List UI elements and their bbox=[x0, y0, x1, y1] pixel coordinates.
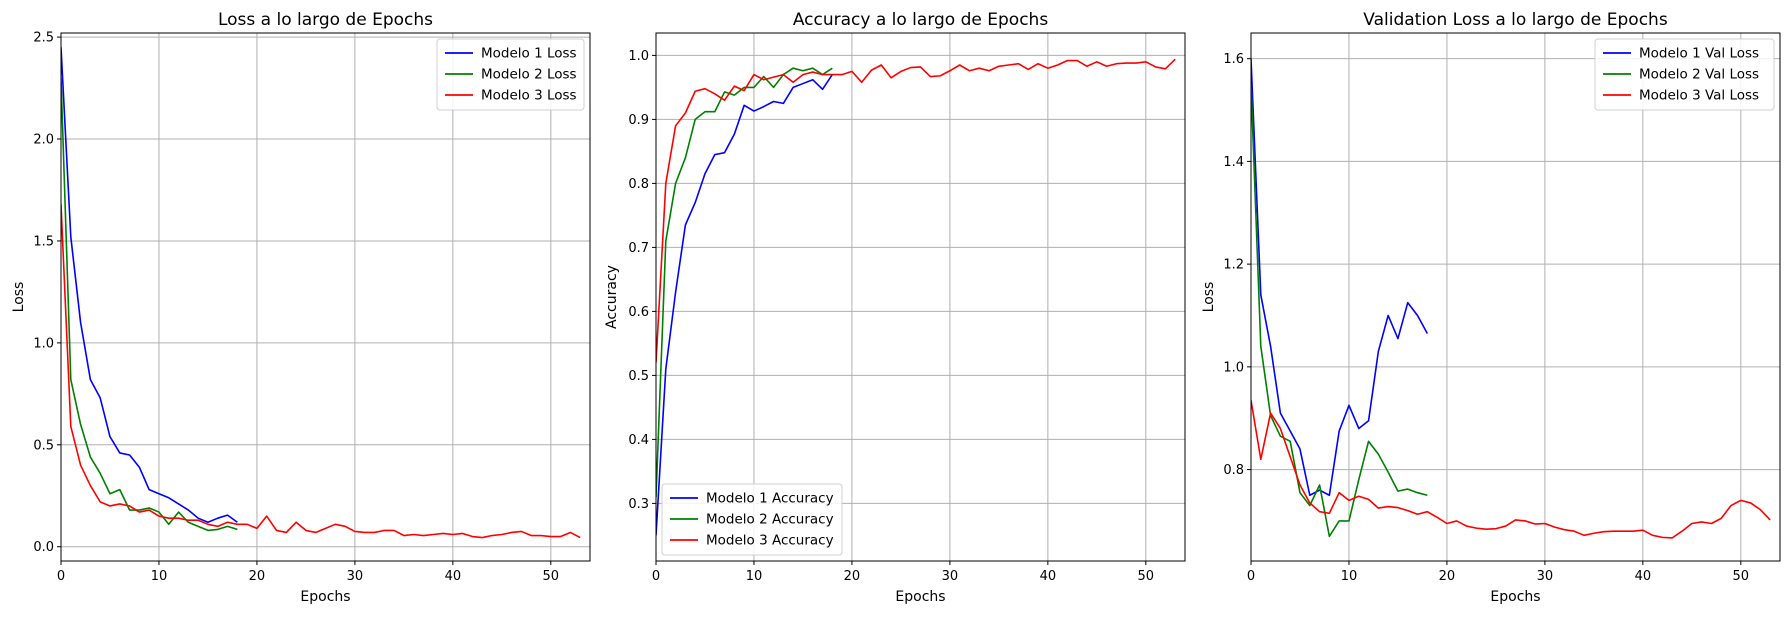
y-tick-label: 0.5 bbox=[628, 369, 649, 384]
x-tick-label: 10 bbox=[151, 569, 168, 584]
x-axis-label: Epochs bbox=[895, 589, 945, 605]
chart-title: Validation Loss a lo largo de Epochs bbox=[1363, 10, 1668, 30]
y-tick-label: 1.6 bbox=[1223, 52, 1244, 67]
series-line-modelo-1-accuracy bbox=[656, 74, 833, 536]
y-tick-label: 2.0 bbox=[33, 133, 54, 148]
legend: Modelo 1 Val Loss Modelo 2 Val Loss Modelo… bbox=[1594, 38, 1775, 111]
y-tick-label: 1.0 bbox=[1223, 360, 1244, 375]
x-tick-label: 20 bbox=[844, 569, 861, 584]
legend-box bbox=[661, 483, 843, 556]
y-axis-label: Loss bbox=[1201, 282, 1217, 313]
legend-label-modelo-1-accuracy: Modelo 1 Accuracy bbox=[706, 491, 834, 507]
x-tick-label: 30 bbox=[1537, 569, 1554, 584]
y-tick-label: 0.7 bbox=[628, 241, 649, 256]
legend-label-modelo-3-val-loss: Modelo 3 Val Loss bbox=[1639, 88, 1759, 104]
series-line-modelo-1-loss bbox=[61, 47, 238, 524]
series-group bbox=[61, 47, 581, 539]
y-tick-label: 0.8 bbox=[1223, 463, 1244, 478]
x-tick-label: 0 bbox=[57, 569, 65, 584]
y-tick-label: 0.8 bbox=[628, 177, 649, 192]
x-tick-label: 0 bbox=[1247, 569, 1255, 584]
x-tick-label: 40 bbox=[1635, 569, 1652, 584]
series-line-modelo-3-val-loss bbox=[1251, 400, 1771, 539]
y-tick-label: 1.5 bbox=[33, 234, 54, 249]
y-tick-label: 0.6 bbox=[628, 305, 649, 320]
y-tick-label: 1.2 bbox=[1223, 258, 1244, 273]
legend: Modelo 1 Loss Modelo 2 Loss Modelo 3 Loss bbox=[436, 38, 585, 111]
x-tick-label: 50 bbox=[543, 569, 560, 584]
plot-frame bbox=[1250, 32, 1781, 562]
grid bbox=[1250, 33, 1780, 561]
plot-frame bbox=[60, 32, 591, 562]
chart-title: Accuracy a lo largo de Epochs bbox=[793, 10, 1049, 30]
x-axis-label: Epochs bbox=[300, 589, 350, 605]
chart-panel-2: 0 10 20 30 40 50 0.3 0.4 0.5 0.6 0.7 0.8 0.9 1.0 Accur… bbox=[604, 10, 1186, 605]
y-tick-label: 1.4 bbox=[1223, 155, 1244, 170]
y-tick-label: 0.3 bbox=[628, 497, 649, 512]
x-tick-label: 10 bbox=[746, 569, 763, 584]
x-tick-label: 10 bbox=[1341, 569, 1358, 584]
x-tick-label: 50 bbox=[1138, 569, 1155, 584]
series-group bbox=[1251, 58, 1771, 539]
series-line-modelo-2-loss bbox=[61, 77, 238, 532]
x-tick-label: 40 bbox=[445, 569, 462, 584]
chart-panel-3: 0 10 20 30 40 50 0.8 1.0 1.2 1.4 1.6 Validation Los… bbox=[1201, 10, 1781, 605]
x-tick-label: 30 bbox=[942, 569, 959, 584]
y-tick-label: 0.5 bbox=[33, 438, 54, 453]
legend-label-modelo-3-loss: Modelo 3 Loss bbox=[481, 88, 577, 104]
grid bbox=[655, 33, 1185, 561]
x-tick-label: 20 bbox=[1439, 569, 1456, 584]
y-tick-label: 0.9 bbox=[628, 113, 649, 128]
legend-label-modelo-1-val-loss: Modelo 1 Val Loss bbox=[1639, 46, 1759, 62]
legend-label-modelo-2-loss: Modelo 2 Loss bbox=[481, 67, 577, 83]
x-tick-label: 40 bbox=[1040, 569, 1057, 584]
y-tick-label: 2.5 bbox=[33, 31, 54, 46]
chart-title: Loss a lo largo de Epochs bbox=[218, 10, 433, 30]
legend-box bbox=[1594, 38, 1775, 111]
y-tick-label: 0.0 bbox=[33, 540, 54, 555]
y-axis-label: Loss bbox=[11, 282, 27, 313]
series-line-modelo-2-accuracy bbox=[656, 67, 833, 498]
chart-panel-1: 0 10 20 30 40 50 0.0 0.5 1.0 1.5 2.0 2.5 Loss a lo l… bbox=[11, 10, 591, 605]
legend-box bbox=[436, 38, 585, 111]
legend-label-modelo-2-val-loss: Modelo 2 Val Loss bbox=[1639, 67, 1759, 83]
y-tick-label: 1.0 bbox=[628, 49, 649, 64]
series-group bbox=[656, 58, 1176, 536]
x-tick-label: 0 bbox=[652, 569, 660, 584]
x-tick-label: 20 bbox=[249, 569, 266, 584]
x-axis-label: Epochs bbox=[1490, 589, 1540, 605]
series-line-modelo-1-val-loss bbox=[1251, 58, 1429, 497]
y-tick-label: 1.0 bbox=[33, 336, 54, 351]
y-tick-label: 0.4 bbox=[628, 433, 649, 448]
series-line-modelo-3-accuracy bbox=[656, 58, 1176, 363]
legend-label-modelo-3-accuracy: Modelo 3 Accuracy bbox=[706, 533, 834, 549]
legend: Modelo 1 Accuracy Modelo 2 Accuracy Modelo… bbox=[661, 483, 843, 556]
legend-label-modelo-1-loss: Modelo 1 Loss bbox=[481, 46, 577, 62]
x-tick-label: 50 bbox=[1733, 569, 1750, 584]
series-line-modelo-2-val-loss bbox=[1251, 84, 1428, 538]
legend-label-modelo-2-accuracy: Modelo 2 Accuracy bbox=[706, 512, 834, 528]
grid bbox=[60, 33, 590, 561]
series-line-modelo-3-loss bbox=[61, 204, 581, 539]
y-axis-label: Accuracy bbox=[604, 265, 620, 329]
plot-frame bbox=[655, 32, 1186, 562]
x-tick-label: 30 bbox=[347, 569, 364, 584]
